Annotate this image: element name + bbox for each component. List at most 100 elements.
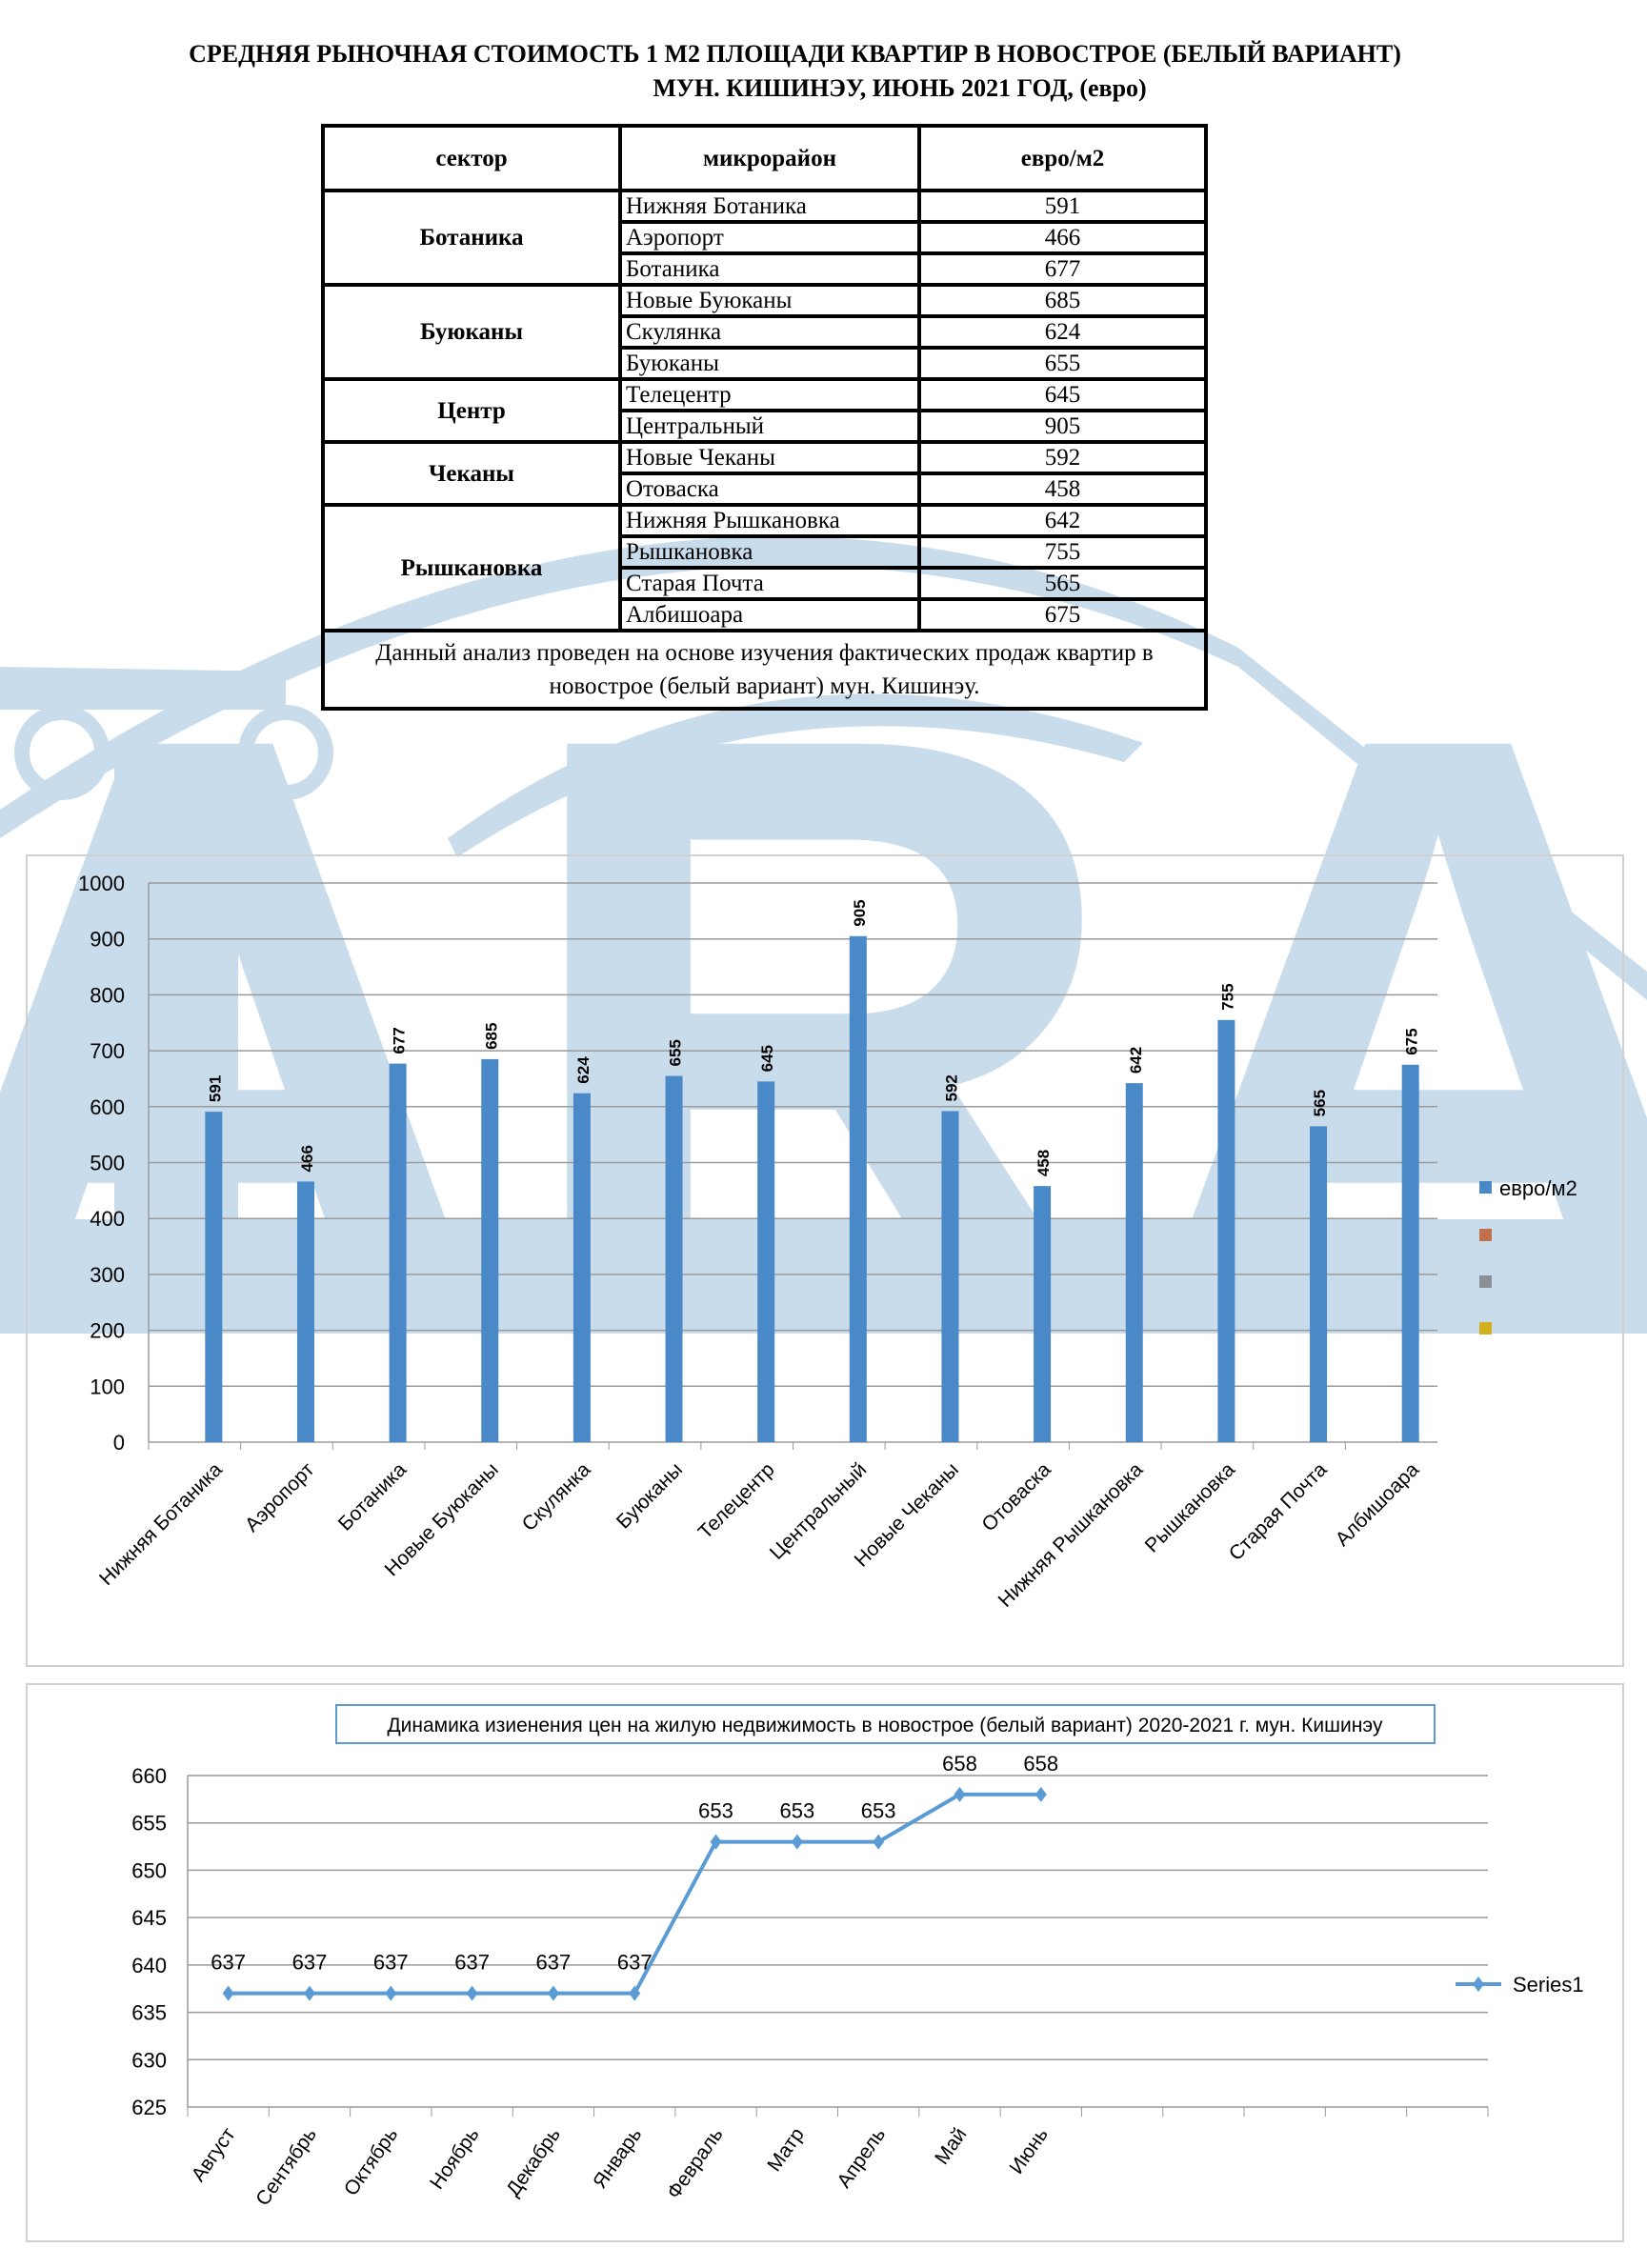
- data-label: 658: [1023, 1752, 1058, 1776]
- district-cell: Телецентр: [618, 377, 921, 412]
- y-tick-label: 645: [131, 1906, 167, 1930]
- sector-cell: Ботаника: [321, 189, 622, 287]
- chart-title: Динамика изиенения цен на жилую недвижим…: [387, 1715, 1383, 1736]
- data-point: [873, 1834, 885, 1850]
- district-cell: Албишоара: [618, 597, 921, 632]
- data-label: 637: [617, 1951, 653, 1975]
- data-label: 637: [536, 1951, 572, 1975]
- x-tick-label: Июнь: [1005, 2124, 1052, 2178]
- bar: [1217, 1019, 1235, 1442]
- y-tick-label: 630: [131, 2048, 167, 2072]
- price-cell: 685: [917, 283, 1208, 318]
- legend-marker: [1479, 1181, 1492, 1194]
- data-label: 685: [482, 1023, 500, 1050]
- district-cell: Рышкановка: [618, 534, 921, 570]
- y-tick-label: 100: [90, 1375, 125, 1398]
- data-label: 637: [292, 1951, 328, 1975]
- page-title-line2: МУН. КИШИНЭУ, ИЮНЬ 2021 ГОД, (евро): [653, 74, 1147, 102]
- table-row: Отоваска 458: [323, 472, 1208, 507]
- y-tick-label: 800: [90, 983, 125, 1007]
- price-cell: 591: [917, 189, 1208, 224]
- y-tick-label: 625: [131, 2096, 167, 2119]
- table-row: Рышкановка 755: [323, 534, 1208, 570]
- bar: [757, 1081, 775, 1442]
- bar: [572, 1093, 591, 1442]
- price-cell: 645: [917, 377, 1208, 412]
- bar: [205, 1112, 223, 1442]
- data-label: 658: [942, 1752, 977, 1776]
- bar-chart-frame: [26, 854, 1624, 1667]
- bar: [389, 1063, 407, 1442]
- table-row: Ботаника Нижняя Ботаника 591: [321, 189, 1208, 287]
- district-cell: Новые Чеканы: [618, 440, 921, 475]
- data-label: 591: [206, 1075, 224, 1102]
- data-label: 592: [942, 1074, 960, 1101]
- data-label: 458: [1034, 1150, 1053, 1176]
- district-cell: Центральный: [618, 409, 921, 444]
- bar: [1125, 1083, 1143, 1442]
- bar: [941, 1111, 959, 1442]
- data-label: 624: [574, 1056, 593, 1084]
- district-cell: Скулянка: [618, 314, 921, 350]
- y-tick-label: 660: [131, 1764, 167, 1788]
- price-cell: 755: [917, 534, 1208, 570]
- district-cell: Буюканы: [618, 346, 921, 381]
- y-tick-label: 400: [90, 1207, 125, 1231]
- district-cell: Аэропорт: [618, 220, 921, 255]
- data-point: [385, 1985, 397, 2001]
- price-cell: 675: [917, 597, 1208, 632]
- bar: [481, 1058, 499, 1442]
- x-tick-label: Ноябрь: [426, 2124, 484, 2194]
- x-tick-label: Август: [188, 2123, 240, 2185]
- bar: [665, 1075, 683, 1442]
- data-label: 653: [861, 1799, 896, 1823]
- legend-marker: [1479, 1322, 1492, 1335]
- table-row: Рышкановка Нижняя Рышкановка 642: [321, 503, 1208, 632]
- y-tick-label: 300: [90, 1263, 125, 1287]
- y-tick-label: 600: [90, 1095, 125, 1119]
- x-tick-label: Декабрь: [502, 2124, 565, 2200]
- legend-label: евро/м2: [1499, 1176, 1577, 1200]
- price-cell: 592: [917, 440, 1208, 475]
- price-table: сектор микрорайон евро/м2 Ботаника Нижняя…: [321, 124, 1208, 711]
- table-row: Центральный 905: [323, 409, 1208, 444]
- data-label: 637: [454, 1951, 490, 1975]
- bar: [849, 935, 867, 1442]
- sector-cell: Рышкановка: [321, 503, 622, 632]
- data-point: [791, 1834, 803, 1850]
- data-label: 645: [758, 1045, 776, 1072]
- district-cell: Новые Буюканы: [618, 283, 921, 318]
- data-label: 637: [211, 1951, 246, 1975]
- page-title-line1: СРЕДНЯЯ РЫНОЧНАЯ СТОИМОСТЬ 1 М2 ПЛОЩАДИ …: [189, 40, 1401, 68]
- sector-cell: Буюканы: [321, 283, 622, 381]
- table-footnote: Данный анализ проведен на основе изучени…: [321, 629, 1208, 711]
- y-tick-label: 900: [90, 928, 125, 952]
- bar: [1401, 1064, 1419, 1442]
- x-tick-label: Октябрь: [340, 2124, 403, 2200]
- data-label: 642: [1127, 1047, 1145, 1074]
- legend-label: Series1: [1513, 1973, 1584, 1997]
- legend-marker: [1479, 1275, 1492, 1288]
- data-point: [629, 1985, 641, 2001]
- bar: [1310, 1126, 1328, 1442]
- line-chart-frame: [26, 1683, 1624, 2242]
- price-cell: 466: [917, 220, 1208, 255]
- data-label: 466: [298, 1145, 316, 1172]
- y-tick-label: 0: [113, 1431, 125, 1455]
- data-label: 653: [779, 1799, 814, 1823]
- y-tick-label: 655: [131, 1812, 167, 1836]
- y-tick-label: 640: [131, 1954, 167, 1977]
- x-tick-label: Февраль: [663, 2124, 728, 2203]
- sector-cell: Центр: [321, 377, 622, 444]
- table-row: Буюканы Новые Буюканы 685: [321, 283, 1208, 381]
- table-row: Старая Почта 565: [323, 566, 1208, 601]
- table-row: Буюканы 655: [323, 346, 1208, 381]
- data-point: [710, 1834, 722, 1850]
- data-point: [547, 1985, 559, 2001]
- data-label: 637: [373, 1951, 409, 1975]
- price-cell: 655: [917, 346, 1208, 381]
- table-row: Чеканы Новые Чеканы 592: [321, 440, 1208, 507]
- legend-marker: [1479, 1229, 1492, 1241]
- district-cell: Отоваска: [618, 472, 921, 507]
- y-tick-label: 635: [131, 2001, 167, 2025]
